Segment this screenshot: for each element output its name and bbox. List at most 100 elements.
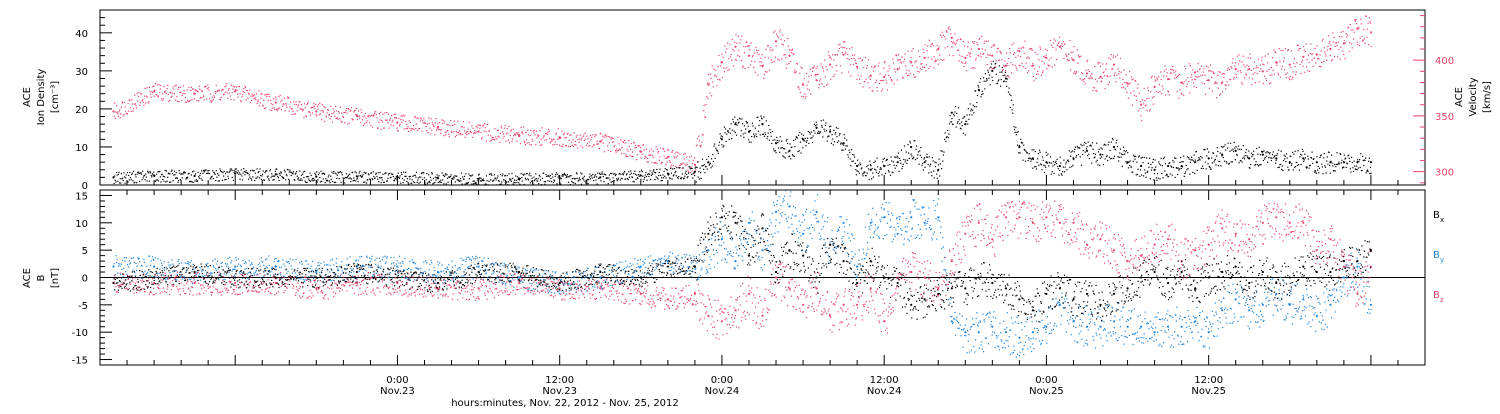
velocity-dense-dot [575, 144, 576, 145]
velocity-dense-dot [605, 134, 606, 135]
by-point [112, 266, 114, 268]
density-dense-dot [1216, 155, 1217, 156]
density-dense-dot [643, 181, 644, 182]
velocity-dense-dot [1305, 51, 1306, 52]
velocity-dense-dot [1218, 71, 1219, 72]
density-dense-dot [480, 180, 481, 181]
by-dense-dot [339, 276, 340, 277]
velocity-dense-dot [706, 96, 707, 97]
velocity-dense-dot [516, 140, 517, 141]
density-dense-dot [1047, 163, 1048, 164]
velocity-dense-dot [1190, 77, 1191, 78]
velocity-dense-dot [771, 60, 772, 61]
velocity-dense-dot [707, 82, 708, 83]
density-dense-dot [607, 178, 608, 179]
velocity-dense-dot [994, 45, 995, 46]
velocity-dense-dot [1265, 78, 1266, 79]
density-dense-dot [1037, 158, 1038, 159]
velocity-dense-dot [612, 142, 613, 143]
density-dense-dot [1361, 170, 1362, 171]
density-dense-dot [1271, 160, 1272, 161]
velocity-dense-dot [684, 158, 685, 159]
density-dense-dot [858, 164, 859, 165]
velocity-dense-dot [699, 140, 700, 141]
density-dense-dot [745, 132, 746, 133]
density-dense-dot [520, 178, 521, 179]
velocity-dense-dot [220, 99, 221, 100]
velocity-dense-dot [786, 68, 787, 69]
by-dense-dot [309, 268, 310, 269]
density-dense-dot [1190, 162, 1191, 163]
velocity-dense-dot [526, 139, 527, 140]
velocity-dense-dot [500, 133, 501, 134]
density-dense-dot [1058, 168, 1059, 169]
velocity-dense-dot [229, 93, 230, 94]
density-dense-dot [735, 132, 736, 133]
velocity-dense-dot [752, 55, 753, 56]
velocity-dense-dot [156, 94, 157, 95]
velocity-point [1370, 31, 1372, 33]
velocity-dense-dot [937, 59, 938, 60]
density-dense-dot [648, 176, 649, 177]
by-dense-dot [187, 263, 188, 264]
velocity-dense-dot [1043, 56, 1044, 57]
velocity-dense-dot [637, 154, 638, 155]
velocity-dense-dot [1226, 81, 1227, 82]
velocity-dense-dot [802, 83, 803, 84]
density-dense-dot [1018, 152, 1019, 153]
density-dense-dot [597, 173, 598, 174]
velocity-dense-dot [499, 142, 500, 143]
by-dense-dot [123, 268, 124, 269]
velocity-dense-dot [376, 114, 377, 115]
velocity-dense-dot [817, 66, 818, 67]
velocity-dense-dot [631, 156, 632, 157]
density-dense-dot [649, 174, 650, 175]
density-dense-dot [1218, 165, 1219, 166]
velocity-dense-dot [1141, 115, 1142, 116]
velocity-dense-dot [738, 50, 739, 51]
velocity-dense-dot [409, 120, 410, 121]
density-dense-dot [343, 180, 344, 181]
density-dense-dot [429, 182, 430, 183]
density-dense-dot [1080, 156, 1081, 157]
velocity-dense-dot [594, 136, 595, 137]
density-dense-dot [1028, 158, 1029, 159]
velocity-dense-dot [149, 91, 150, 92]
density-point [559, 177, 561, 179]
density-dense-dot [866, 175, 867, 176]
velocity-dense-dot [980, 53, 981, 54]
density-dense-dot [277, 174, 278, 175]
velocity-dense-dot [548, 129, 549, 130]
velocity-dense-dot [1158, 92, 1159, 93]
density-dense-dot [660, 175, 661, 176]
density-dense-dot [1292, 152, 1293, 153]
by-dense-dot [319, 265, 320, 266]
velocity-dense-dot [827, 83, 828, 84]
velocity-dense-dot [1030, 65, 1031, 66]
velocity-dense-dot [954, 33, 955, 34]
velocity-dense-dot [812, 71, 813, 72]
density-dense-dot [1186, 165, 1187, 166]
velocity-dense-dot [1162, 86, 1163, 87]
density-dense-dot [446, 183, 447, 184]
density-dense-dot [1078, 154, 1079, 155]
density-dense-dot [121, 173, 122, 174]
density-dense-dot [813, 130, 814, 131]
velocity-dense-dot [674, 157, 675, 158]
velocity-dense-dot [293, 101, 294, 102]
density-dense-dot [1263, 160, 1264, 161]
density-dense-dot [1316, 156, 1317, 157]
velocity-dense-dot [389, 128, 390, 129]
velocity-dense-dot [1359, 45, 1360, 46]
density-dense-dot [1294, 167, 1295, 168]
velocity-dense-dot [329, 114, 330, 115]
velocity-dense-dot [1006, 53, 1007, 54]
density-dense-dot [148, 172, 149, 173]
density-dense-dot [760, 115, 761, 116]
density-dense-dot [829, 126, 830, 127]
velocity-dense-dot [1045, 49, 1046, 50]
density-dense-dot [454, 177, 455, 178]
density-dense-dot [1127, 163, 1128, 164]
velocity-dense-dot [801, 96, 802, 97]
density-dense-dot [895, 168, 896, 169]
